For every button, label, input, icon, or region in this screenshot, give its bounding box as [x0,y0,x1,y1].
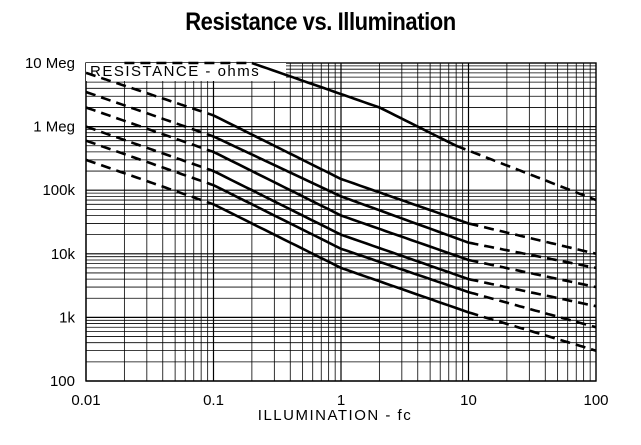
plot-frame [85,62,597,382]
series-line-dashed [468,290,597,329]
y-tick-label: 10k [51,246,76,263]
series-line-solid [251,61,457,147]
x-tick-label: 100 [583,392,608,409]
series-line-dashed [468,258,597,289]
series-line-dashed [85,106,214,154]
series-lines [85,61,597,352]
y-tick-label: 100k [42,182,75,199]
series-line-dashed [85,139,214,187]
y-tick-label: 1k [59,309,75,326]
y-axis-label: RESISTANCE - ohms [90,63,260,80]
series-line-dashed [455,144,597,202]
y-tick-label: 100 [50,373,75,390]
y-tick-label: 1 Meg [33,119,75,136]
series-line-solid [212,150,469,262]
x-tick-label: 1 [337,392,345,409]
chart-title: Resistance vs. Illumination [185,8,456,36]
y-tick-label: 10 Meg [25,55,75,72]
series-line-solid [212,135,469,244]
series-line-solid [212,114,469,225]
x-axis-label: ILLUMINATION - fc [258,407,412,424]
series-line-dashed [468,241,597,270]
ylabel-background [86,63,286,81]
tick-labels: 100 1k 10k 100k 1 Meg 10 Meg 0.01 0.1 1 10 100 [25,55,609,409]
axis-labels: RESISTANCE - ohms ILLUMINATION - fc [86,63,412,424]
series-line-dashed [85,71,214,117]
series-line-dashed [468,222,597,256]
series-line-solid [212,203,469,314]
x-tick-label: 0.01 [71,392,100,409]
x-tick-label: 0.1 [203,392,224,409]
x-tick-label: 10 [460,392,477,409]
series-line-dashed [85,125,214,173]
series-line-dashed [85,158,214,206]
series-line-dashed [468,311,597,352]
series-line-dashed [85,90,214,138]
series-line-solid [212,169,469,281]
series-line-solid [212,184,469,294]
grid [85,62,597,382]
series-line-dashed [468,277,597,308]
